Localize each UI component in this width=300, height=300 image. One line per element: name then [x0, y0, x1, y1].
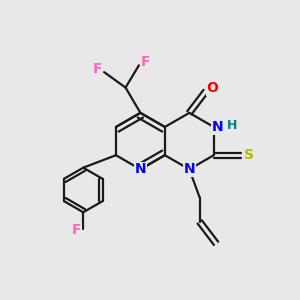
Text: S: S [244, 148, 254, 162]
Text: N: N [135, 162, 146, 176]
Text: F: F [93, 62, 102, 76]
Text: N: N [184, 162, 195, 176]
Text: H: H [227, 119, 237, 132]
Text: O: O [206, 81, 218, 95]
Text: F: F [141, 55, 150, 69]
Text: N: N [212, 120, 223, 134]
Text: F: F [72, 223, 82, 237]
